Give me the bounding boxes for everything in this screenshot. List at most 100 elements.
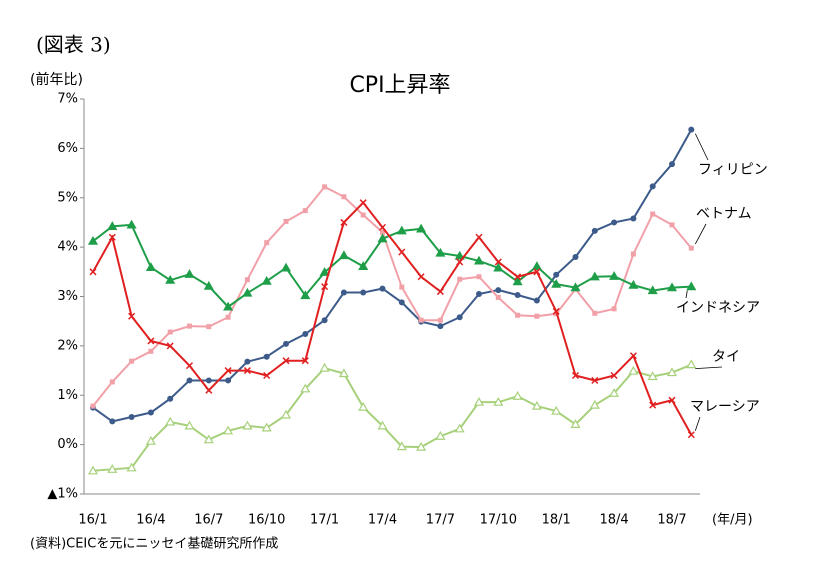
point: [147, 409, 154, 416]
point: [283, 218, 289, 224]
point: [109, 379, 115, 385]
x-tick-label: 17/4: [368, 513, 397, 528]
point: [340, 218, 348, 226]
point: [686, 359, 697, 369]
point: [300, 290, 311, 300]
point: [650, 211, 656, 217]
point: [570, 282, 581, 292]
point: [145, 435, 156, 445]
point: [261, 275, 272, 285]
point: [589, 271, 600, 281]
point: [396, 441, 407, 451]
label-arrow: [685, 290, 688, 299]
point: [319, 362, 330, 372]
point: [457, 276, 463, 282]
point: [107, 464, 118, 473]
label-arrow: [694, 133, 709, 161]
point: [225, 377, 232, 384]
point: [205, 377, 212, 384]
point: [398, 248, 406, 256]
label-arrow: [694, 416, 701, 431]
point: [666, 282, 678, 292]
point: [494, 258, 502, 266]
point: [300, 383, 311, 393]
point: [476, 291, 482, 298]
point: [630, 251, 636, 257]
point: [107, 221, 118, 230]
point: [206, 324, 212, 330]
point: [686, 281, 697, 291]
point: [475, 233, 483, 241]
point: [360, 212, 366, 218]
point: [203, 280, 214, 290]
series-label: フィリピン: [698, 162, 768, 178]
point: [611, 306, 617, 312]
point: [473, 396, 485, 406]
point: [108, 233, 116, 241]
point: [380, 229, 385, 235]
point: [244, 277, 250, 283]
point: [242, 420, 253, 430]
point: [592, 310, 598, 316]
point: [611, 219, 618, 226]
point: [165, 274, 176, 284]
point: [669, 161, 675, 168]
point: [128, 312, 136, 320]
point: [282, 357, 290, 365]
point: [377, 420, 388, 430]
label-arrow: [695, 366, 723, 370]
point: [456, 258, 464, 266]
point: [126, 462, 137, 472]
point: [359, 199, 367, 207]
point: [167, 329, 173, 335]
x-tick-label: 16/4: [136, 513, 165, 528]
point: [418, 317, 424, 323]
point: [89, 268, 97, 276]
point: [322, 184, 328, 190]
point: [495, 287, 502, 294]
point: [321, 317, 328, 324]
point: [87, 235, 99, 245]
point: [302, 208, 308, 214]
point: [358, 401, 369, 411]
point: [551, 278, 562, 288]
point: [552, 307, 560, 315]
point: [647, 285, 658, 295]
point: [514, 273, 522, 281]
point: [514, 292, 521, 299]
point: [223, 301, 234, 311]
point: [109, 418, 116, 425]
point: [628, 365, 639, 375]
point: [649, 401, 657, 409]
point: [358, 261, 369, 270]
point: [649, 183, 656, 190]
point: [319, 267, 330, 276]
point: [436, 288, 444, 296]
point: [338, 250, 349, 260]
point: [647, 371, 658, 381]
point: [184, 269, 195, 278]
point: [244, 358, 251, 365]
point: [184, 420, 195, 430]
point: [512, 391, 523, 400]
point: [225, 314, 231, 320]
point: [128, 413, 135, 420]
y-tick-label: ▲1%: [47, 487, 78, 502]
point: [666, 367, 678, 377]
point: [435, 431, 446, 440]
chart-title: CPI上昇率: [349, 73, 450, 98]
point: [534, 313, 540, 319]
x-tick-label: 17/7: [426, 513, 455, 528]
point: [454, 250, 465, 260]
point: [263, 353, 270, 360]
x-tick-label: 18/1: [542, 513, 571, 528]
point: [589, 399, 600, 409]
point: [148, 348, 154, 354]
point: [263, 371, 271, 380]
label-arrow: [694, 223, 707, 245]
point: [688, 245, 694, 251]
series-line: [92, 363, 692, 472]
point: [456, 314, 463, 321]
point: [571, 371, 580, 380]
